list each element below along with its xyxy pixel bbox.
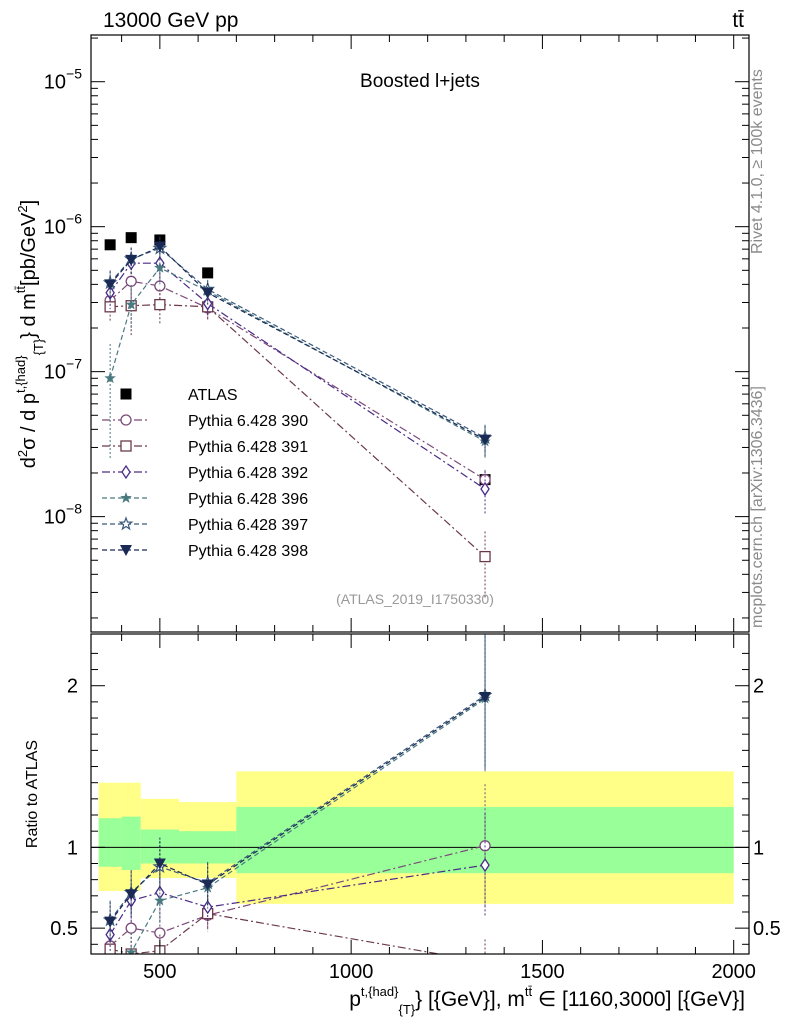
ratio-point (104, 916, 117, 928)
legend-item: Pythia 6.428 397 (102, 516, 308, 534)
uncertainty-band-inner (121, 816, 141, 870)
ratio-y-tick-label: 1 (67, 837, 78, 859)
legend-marker (120, 491, 132, 503)
data-point (125, 232, 137, 244)
data-point (202, 267, 214, 279)
analysis-watermark: (ATLAS_2019_I1750330) (336, 591, 494, 607)
legend-item: Pythia 6.428 392 (102, 464, 308, 482)
x-tick-label: 500 (143, 961, 176, 983)
ratio-y-tick-label: 0.5 (50, 918, 78, 940)
y-tick-label: 10−7 (44, 356, 82, 384)
process-label: tt̄ (732, 9, 744, 32)
data-point (104, 279, 117, 291)
legend-label: Pythia 6.428 390 (188, 413, 308, 430)
ratio-point (125, 889, 138, 901)
ratio-y-tick-label-right: 2 (753, 676, 764, 698)
legend-marker (120, 545, 132, 556)
legend-label: Pythia 6.428 398 (188, 543, 308, 560)
x-tick-label: 1000 (329, 961, 374, 983)
main-y-axis-label: d2σ / d pt,{had}{T}} d mtt̄[pb/GeV2] (13, 200, 46, 468)
ratio-point (479, 692, 492, 704)
data-point (125, 254, 138, 266)
data-point (154, 261, 166, 273)
legend-marker (120, 388, 132, 400)
legend-item: Pythia 6.428 390 (102, 413, 308, 430)
uncertainty-band-inner (98, 818, 122, 867)
ratio-y-tick-label: 2 (67, 676, 78, 698)
legend-label: Pythia 6.428 392 (188, 465, 308, 482)
ratio-point (153, 858, 166, 870)
ratio-line (109, 912, 443, 954)
ratio-point (154, 927, 166, 939)
ratio-panel-frame (90, 633, 750, 955)
y-tick-label: 10−5 (44, 66, 82, 94)
legend-label: Pythia 6.428 391 (188, 439, 308, 456)
ratio-point (125, 922, 137, 934)
energy-label: 13000 GeV pp (103, 9, 238, 32)
data-point (153, 241, 166, 253)
series-pythia-6-428-398 (104, 236, 492, 457)
legend-item: Pythia 6.428 391 (102, 439, 308, 456)
ratio-point (480, 957, 490, 967)
main-panel-frame (90, 34, 750, 633)
svg-text:d2σ / d pt,{had}{T}} d mtt̄[pb: d2σ / d pt,{had}{T}} d mtt̄[pb/GeV2] (13, 200, 46, 468)
ratio-panel: 0.5 0.5 1 1 2 2 500 1000 1500 2000 Ratio to ATLA… (24, 633, 781, 995)
data-point (125, 275, 137, 287)
data-point (201, 287, 214, 299)
series-line (109, 245, 486, 441)
ratio-point (125, 946, 137, 954)
ratio-point (154, 894, 166, 906)
y-tick-label: 10−6 (44, 211, 82, 239)
plot-title: Boosted l+jets (360, 71, 480, 92)
data-point (479, 434, 492, 446)
y-tick-label: 10−8 (44, 501, 82, 529)
x-tick-label: 1500 (520, 961, 565, 983)
data-point (479, 550, 491, 563)
legend-item: ATLAS (120, 387, 238, 404)
legend-item: Pythia 6.428 398 (102, 543, 308, 560)
ratio-y-axis-label: Ratio to ATLAS (24, 740, 41, 848)
ratio-series-pythia-6-428-398 (104, 634, 492, 942)
ratio-y-tick-label-right: 1 (753, 837, 764, 859)
ratio-y-tick-label-right: 0.5 (753, 918, 781, 940)
ratio-point (480, 857, 490, 873)
legend-marker (120, 414, 132, 426)
series-line (109, 280, 486, 481)
data-point (125, 298, 137, 310)
legend-item: Pythia 6.428 396 (102, 491, 308, 508)
data-point (104, 301, 116, 313)
svg-text:pt,{had}{T}} [{GeV}], mtt̄ ∈ [: pt,{had}{T}} [{GeV}], mtt̄ ∈ [1160,3000]… (349, 984, 745, 1017)
data-point (104, 372, 116, 384)
main-panel: 10−8 10−7 10−6 10−5 Boosted l+jets (ATLAS_2… (13, 34, 750, 633)
data-point (104, 239, 116, 251)
ratio-point (104, 984, 116, 995)
legend-label: ATLAS (188, 387, 238, 404)
rivet-version-label: Rivet 4.1.0, ≥ 100k events (749, 69, 766, 254)
legend-label: Pythia 6.428 396 (188, 491, 308, 508)
ratio-point (201, 879, 214, 891)
ratio-line (109, 845, 486, 947)
x-tick-label: 2000 (711, 961, 756, 983)
mcplots-label: mcplots.cern.ch [arXiv:1306.3436] (749, 386, 766, 628)
data-point (154, 234, 166, 246)
legend-marker (120, 440, 132, 452)
legend: ATLAS Pythia 6.428 390 Pythia 6.428 391 Pyt… (102, 387, 308, 560)
data-point (154, 298, 166, 311)
legend-marker (121, 464, 131, 480)
data-point (480, 481, 490, 497)
legend-marker (118, 516, 134, 531)
legend-label: Pythia 6.428 397 (188, 517, 308, 534)
x-axis-label: pt,{had}{T}} [{GeV}], mtt̄ ∈ [1160,3000]… (349, 984, 745, 1017)
